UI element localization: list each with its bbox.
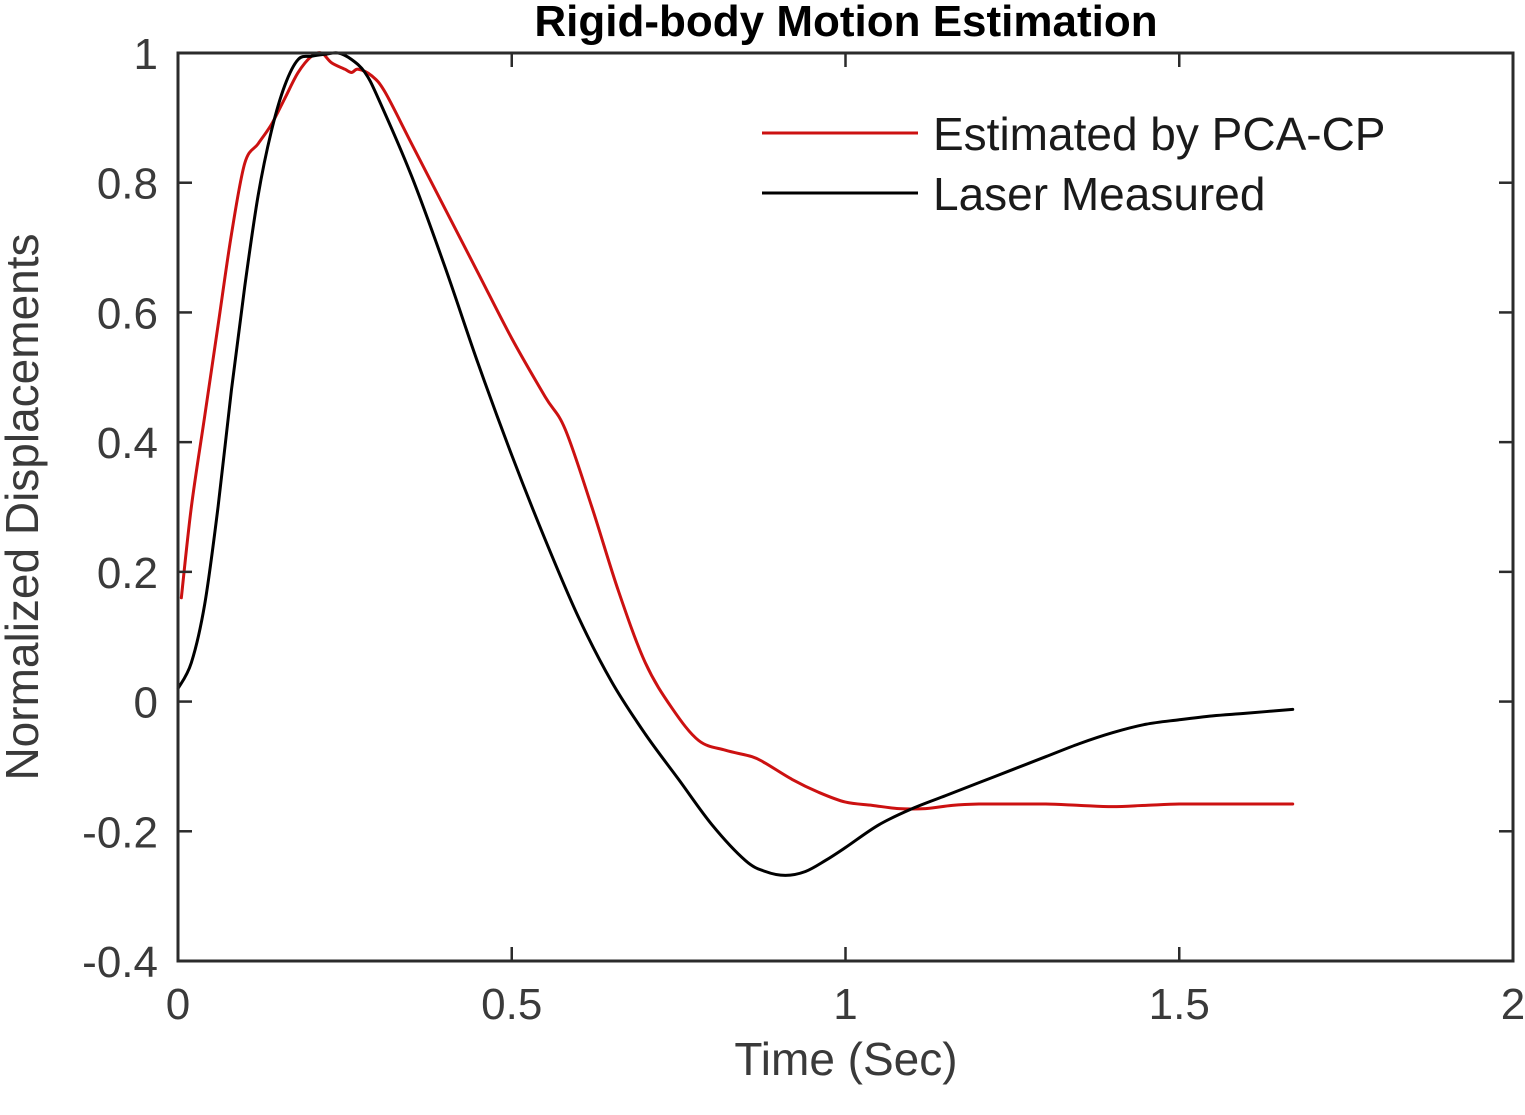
x-tick-label: 1.5 [1149,980,1210,1029]
legend-label-estimated: Estimated by PCA-CP [933,108,1385,160]
series-laser-measured [176,51,1295,877]
plot-area-frame [176,51,1515,963]
x-tick-label: 0.5 [481,980,542,1029]
y-tick-label: 0.2 [97,549,158,598]
y-tick-label: 0 [134,679,158,728]
chart-title: Rigid-body Motion Estimation [534,0,1157,46]
y-tick-label: 0.8 [97,160,158,209]
y-tick-label: 0.6 [97,289,158,338]
x-tick-label: 0 [166,980,190,1029]
x-tick-label: 2 [1501,980,1525,1029]
x-tick-label: 1 [833,980,857,1029]
y-axis-label: Normalized Displacements [0,233,48,780]
y-tick-label: 1 [134,30,158,79]
series-layer [176,51,1295,877]
legend-label-laser: Laser Measured [933,168,1265,220]
y-tick-label: -0.4 [82,938,158,987]
x-axis-label: Time (Sec) [734,1033,957,1085]
y-tick-label: 0.4 [97,419,158,468]
y-tick-label: -0.2 [82,808,158,857]
legend: Estimated by PCA-CP Laser Measured [762,108,1385,220]
